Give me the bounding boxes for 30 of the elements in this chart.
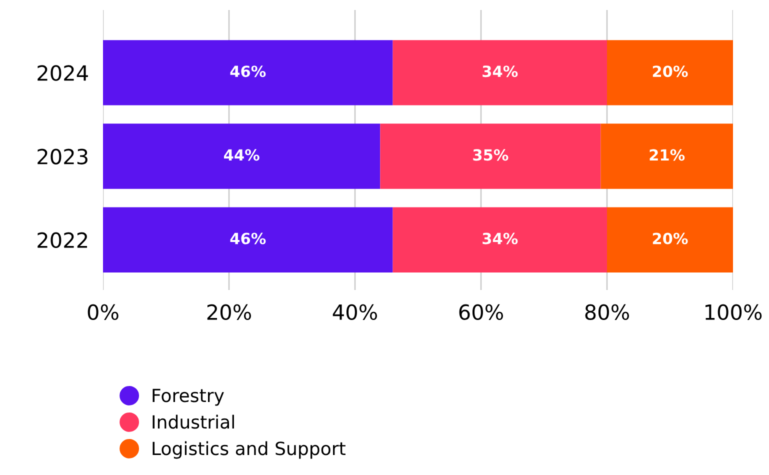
text: 44%	[224, 149, 260, 161]
bar	[380, 124, 601, 189]
text: 20%	[652, 232, 688, 244]
text: 35%	[473, 149, 508, 161]
text: 21%	[650, 149, 685, 161]
x-tick-label: 100%	[706, 304, 762, 320]
legend-label: Logistics and Support	[152, 441, 346, 459]
bar	[392, 40, 607, 106]
text: 34%	[482, 66, 518, 78]
x-tick-label: 80%	[585, 304, 630, 320]
bar	[103, 40, 393, 106]
bar	[600, 124, 733, 189]
bar	[392, 207, 607, 272]
bar	[607, 40, 733, 106]
legend-label: Industrial	[152, 414, 234, 429]
x-tick-label: 40%	[332, 304, 378, 320]
bar	[103, 124, 380, 189]
text: 20%	[652, 66, 688, 78]
text: 46%	[230, 66, 266, 78]
bar	[103, 207, 393, 272]
x-tick-label: 0%	[88, 304, 118, 320]
x-tick-label: 60%	[459, 304, 504, 320]
bar	[607, 207, 733, 272]
text: 46%	[230, 232, 266, 244]
x-tick-label: 20%	[207, 304, 252, 320]
legend-label: Forestry	[152, 388, 224, 406]
y-tick-label: 2022	[38, 232, 88, 248]
y-tick-label: 2023	[38, 148, 88, 164]
y-tick-label: 2024	[38, 65, 88, 81]
text: 34%	[482, 232, 518, 244]
